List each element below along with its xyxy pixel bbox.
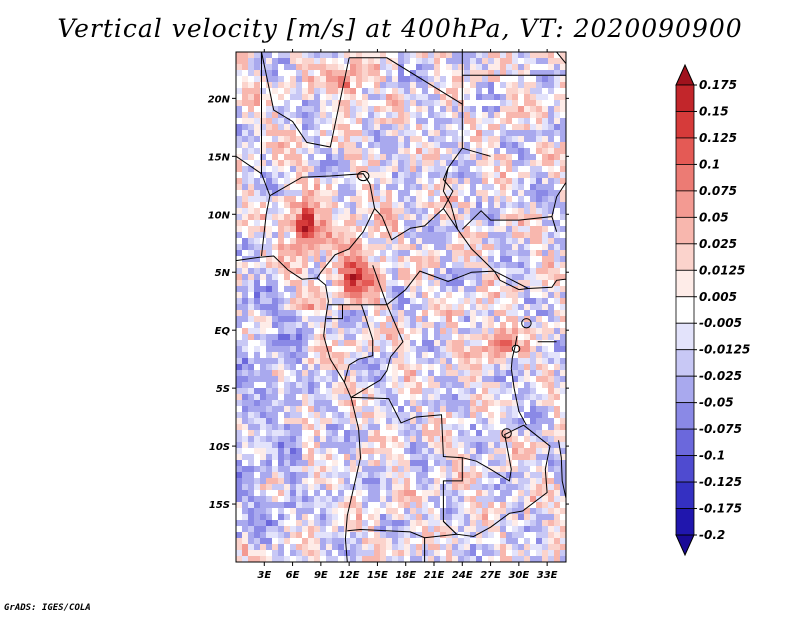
colorbar-band bbox=[675, 375, 695, 404]
lat-tick-label: 10N bbox=[208, 210, 231, 221]
colorbar-band bbox=[675, 243, 695, 271]
map-title: Vertical velocity [m/s] at 400hPa, VT: 2… bbox=[57, 14, 743, 43]
lon-tick-label: 33E bbox=[537, 570, 558, 581]
lon-tick-label: 15E bbox=[367, 570, 388, 581]
colorbar-label: -0.2 bbox=[699, 528, 725, 542]
colorbar-band bbox=[675, 402, 695, 430]
lat-tick-label: 20N bbox=[208, 94, 231, 105]
lon-tick-label: 30E bbox=[508, 570, 529, 581]
colorbar-label: 0.15 bbox=[699, 104, 729, 118]
map-frame bbox=[235, 51, 567, 563]
lon-tick-label: 24E bbox=[452, 570, 473, 581]
lat-tick-label: 15N bbox=[208, 152, 231, 163]
map-ticks: 3E 6E 9E 12E 15E 18E 21E 24E 27E 30E 33E 20N 15N 10N 5… bbox=[208, 49, 569, 581]
colorbar-label: 0.125 bbox=[699, 131, 737, 145]
colorbar-label: -0.075 bbox=[699, 422, 742, 436]
country-borders bbox=[236, 52, 566, 562]
colorbar-band bbox=[675, 296, 695, 324]
vertical-velocity-field bbox=[236, 52, 566, 562]
grads-credit: GrADS: IGES/COLA bbox=[4, 603, 91, 613]
colorbar-band bbox=[675, 428, 695, 456]
lat-tick-label: 15S bbox=[209, 500, 230, 511]
lon-tick-label: 3E bbox=[257, 570, 271, 581]
colorbar-label: 0.1 bbox=[699, 157, 720, 171]
colorbar-band bbox=[675, 164, 695, 192]
colorbar-band bbox=[675, 190, 695, 218]
lat-tick-label: EQ bbox=[215, 326, 231, 337]
lon-tick-label: 6E bbox=[286, 570, 300, 581]
lat-tick-label: 10S bbox=[209, 442, 230, 453]
lat-tick-label: 5N bbox=[215, 268, 231, 279]
colorbar-label: -0.0125 bbox=[699, 343, 750, 357]
colorbar-band bbox=[675, 481, 695, 509]
colorbar-label: 0.175 bbox=[699, 78, 737, 92]
colorbar: 0.175 0.15 0.125 0.1 0.075 0.05 0.025 0.0125 0.0… bbox=[675, 63, 750, 557]
colorbar-label: 0.025 bbox=[699, 237, 737, 251]
colorbar-label: -0.125 bbox=[699, 475, 742, 489]
colorbar-band bbox=[675, 508, 695, 536]
colorbar-label: 0.0125 bbox=[699, 263, 745, 277]
lon-tick-label: 9E bbox=[314, 570, 328, 581]
colorbar-label: -0.025 bbox=[699, 369, 742, 383]
colorbar-bottom-arrow bbox=[675, 534, 695, 557]
lon-tick-label: 21E bbox=[424, 570, 445, 581]
colorbar-label: -0.1 bbox=[699, 449, 725, 463]
colorbar-band bbox=[675, 455, 695, 483]
lon-tick-label: 18E bbox=[395, 570, 416, 581]
lat-tick-label: 5S bbox=[216, 384, 230, 395]
colorbar-label: 0.05 bbox=[699, 210, 729, 224]
colorbar-label: -0.175 bbox=[699, 502, 742, 516]
colorbar-band bbox=[675, 111, 695, 139]
colorbar-label: 0.075 bbox=[699, 184, 737, 198]
colorbar-band bbox=[675, 216, 695, 245]
colorbar-band bbox=[675, 349, 695, 377]
colorbar-label: -0.005 bbox=[699, 316, 742, 330]
colorbar-label: -0.05 bbox=[699, 396, 734, 410]
lon-tick-label: 12E bbox=[339, 570, 360, 581]
colorbar-band bbox=[675, 84, 695, 112]
colorbar-top-arrow bbox=[675, 63, 695, 86]
colorbar-band bbox=[675, 269, 695, 298]
colorbar-label: 0.005 bbox=[699, 290, 737, 304]
lon-tick-label: 27E bbox=[480, 570, 501, 581]
colorbar-band bbox=[675, 322, 695, 351]
colorbar-band bbox=[675, 137, 695, 165]
